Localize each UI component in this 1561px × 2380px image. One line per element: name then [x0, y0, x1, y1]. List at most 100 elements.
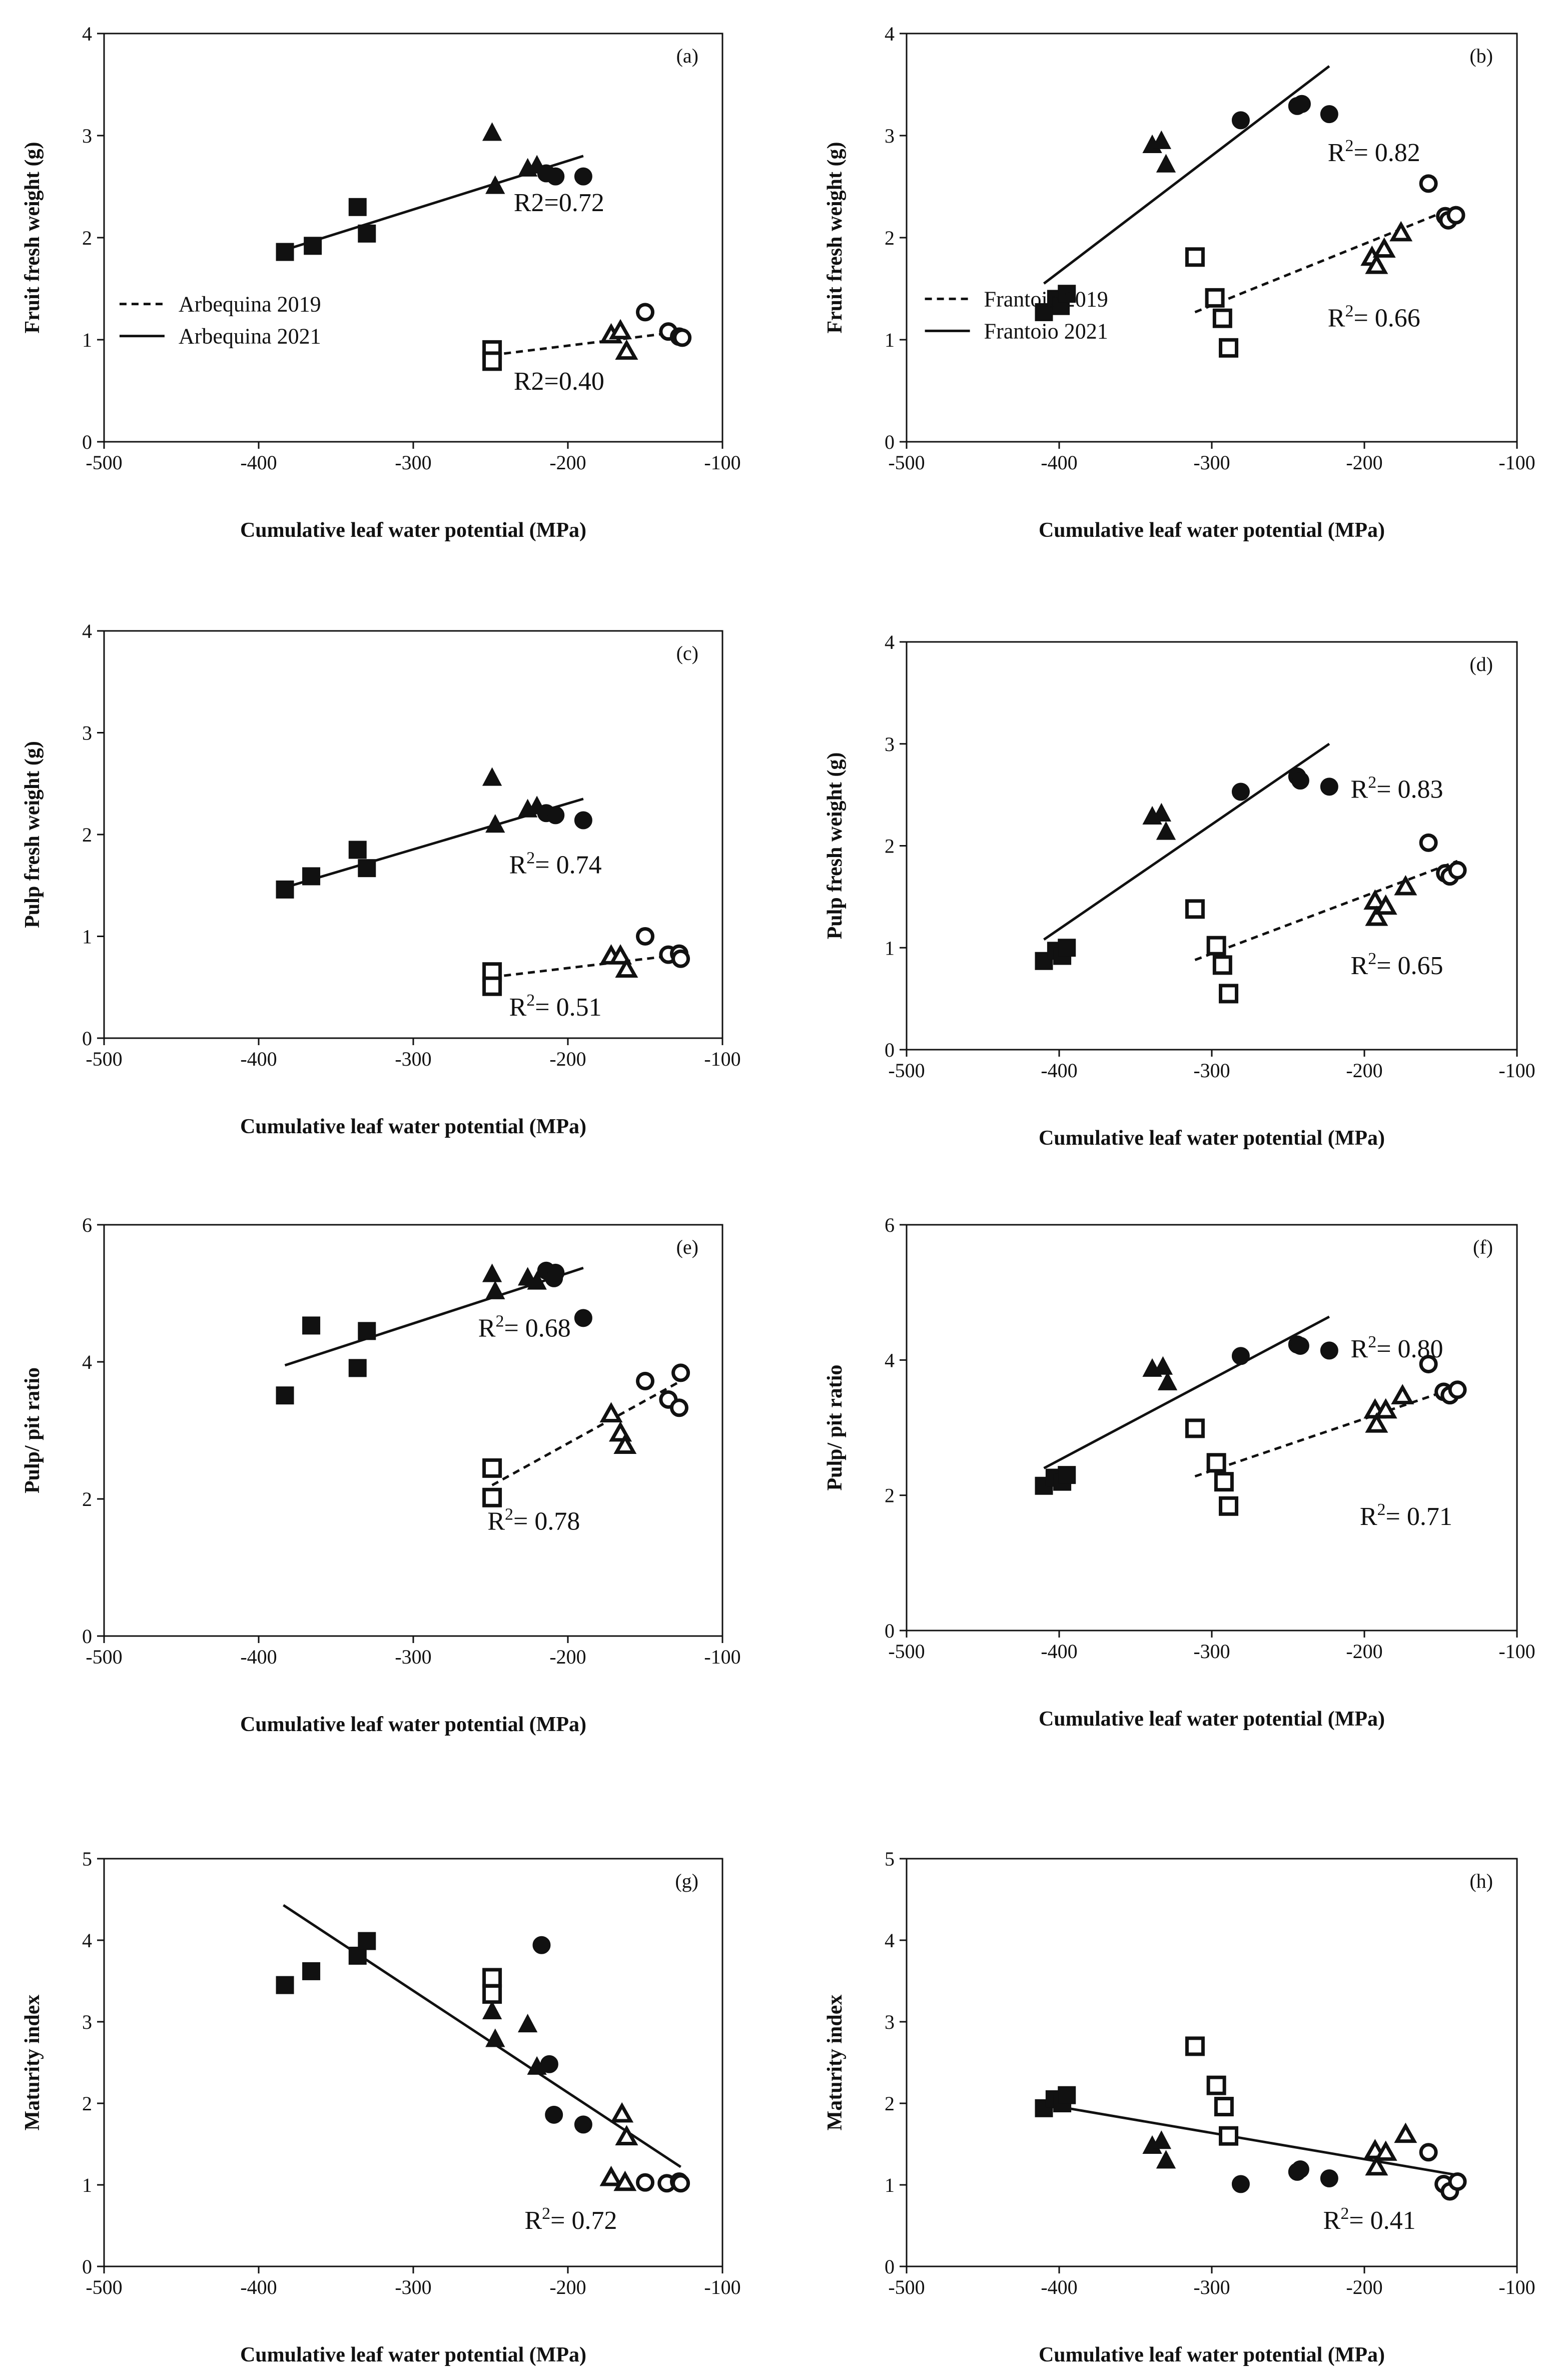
- data-point-filled-square: [304, 237, 322, 255]
- x-tick-label: -300: [395, 451, 431, 474]
- y-tick-label: 4: [82, 620, 92, 642]
- data-point-filled-triangle: [527, 1271, 547, 1290]
- y-tick-label: 2: [885, 835, 895, 858]
- data-point-open-square: [1185, 1418, 1205, 1438]
- data-point-filled-square: [358, 224, 376, 243]
- panel-label: (b): [1469, 45, 1493, 67]
- y-tick-label: 2: [885, 2092, 895, 2115]
- data-point-filled-circle: [1231, 782, 1250, 801]
- r-squared-label: R2= 0.80: [1351, 1333, 1443, 1363]
- data-point-filled-circle: [1291, 2160, 1309, 2179]
- y-axis-title: Fruit fresh weight (g): [824, 142, 847, 334]
- data-point-open-triangle: [1365, 1412, 1388, 1433]
- data-point-filled-circle: [1231, 1347, 1250, 1365]
- data-point-filled-circle: [546, 806, 565, 825]
- data-point-open-circle: [636, 927, 654, 946]
- data-point-open-square: [482, 1984, 502, 2004]
- x-tick-label: -200: [549, 1048, 586, 1070]
- x-tick-label: -500: [888, 2276, 925, 2298]
- x-tick-label: -300: [1193, 1059, 1230, 1082]
- data-point-filled-square: [348, 1946, 367, 1965]
- data-point-filled-triangle: [1156, 154, 1176, 173]
- data-point-open-square: [1185, 247, 1205, 267]
- x-tick-label: -400: [240, 1646, 277, 1668]
- r-squared-label: R2= 0.66: [1328, 302, 1420, 332]
- fit-line-dashed: [492, 330, 682, 357]
- data-point-open-triangle: [1372, 237, 1396, 258]
- y-tick-label: 3: [82, 125, 92, 147]
- data-point-filled-circle: [1320, 105, 1338, 124]
- legend: Arbequina 2019 Arbequina 2021: [119, 292, 321, 349]
- x-tick-label: -300: [1193, 451, 1230, 474]
- y-axis-title: Pulp/ pit ratio: [21, 1367, 44, 1493]
- data-point-open-square: [1219, 1496, 1239, 1516]
- data-point-open-square: [1185, 899, 1205, 919]
- data-point-open-circle: [1448, 2172, 1467, 2191]
- x-tick-label: -100: [704, 1048, 740, 1070]
- panel-g: -500 -400 -300 -200 -100 0 1 2 3 4 5 Cumulative lea…: [21, 1848, 741, 2366]
- legend-label: Frantoio 2019: [984, 287, 1108, 311]
- data-point-open-square: [482, 1968, 502, 1988]
- data-point-open-circle: [636, 1371, 654, 1390]
- fit-line-dashed: [1194, 1386, 1458, 1478]
- data-point-open-circle: [1419, 2143, 1438, 2162]
- x-axis-title: Cumulative leaf water potential (MPa): [240, 1115, 586, 1138]
- data-point-filled-triangle: [1151, 803, 1172, 822]
- panel-e: -500 -400 -300 -200 -100 0 2 4 6 Cumulative leaf …: [21, 1214, 741, 1736]
- x-tick-label: -500: [86, 451, 122, 474]
- data-point-filled-square: [1058, 1466, 1076, 1484]
- x-axis-title: Cumulative leaf water potential (MPa): [1039, 1127, 1385, 1150]
- data-point-open-triangle: [599, 1402, 623, 1422]
- panel-d: -500 -400 -300 -200 -100 0 1 2 3 4 Cumulative leaf…: [824, 631, 1535, 1150]
- y-tick-label: 4: [885, 1929, 895, 1952]
- x-tick-label: -200: [549, 1646, 586, 1668]
- data-point-open-triangle: [1374, 1398, 1397, 1419]
- r-squared-label: R2= 0.68: [478, 1312, 571, 1342]
- x-tick-label: -400: [240, 2276, 277, 2298]
- r-squared-label: R2= 0.78: [487, 1505, 580, 1536]
- data-point-filled-triangle: [482, 1263, 502, 1282]
- y-tick-label: 5: [885, 1848, 895, 1870]
- panel-label: (f): [1473, 1236, 1493, 1258]
- data-point-open-circle: [1448, 861, 1467, 880]
- legend-label: Arbequina 2021: [179, 324, 321, 349]
- r-squared-label: R2= 0.72: [524, 2204, 617, 2235]
- data-point-filled-circle: [545, 2105, 563, 2124]
- data-point-filled-square: [276, 1976, 294, 1994]
- data-point-filled-circle: [1320, 1341, 1338, 1360]
- panel-h: -500 -400 -300 -200 -100 0 1 2 3 4 5 Cumulative lea…: [824, 1848, 1535, 2366]
- data-point-filled-circle: [1320, 777, 1338, 796]
- data-point-open-triangle: [609, 944, 632, 965]
- y-tick-label: 1: [885, 2174, 895, 2196]
- y-tick-label: 0: [82, 1027, 92, 1050]
- data-point-filled-circle: [574, 167, 592, 186]
- x-tick-label: -500: [86, 1048, 122, 1070]
- y-tick-label: 6: [885, 1214, 895, 1236]
- y-tick-label: 0: [82, 2255, 92, 2278]
- data-point-open-triangle: [1365, 2155, 1388, 2176]
- data-point-open-triangle: [1394, 2122, 1417, 2143]
- y-tick-label: 6: [82, 1214, 92, 1236]
- data-point-filled-circle: [1320, 2169, 1338, 2187]
- data-point-open-triangle: [615, 957, 638, 978]
- data-point-filled-square: [302, 1962, 321, 1980]
- y-tick-label: 3: [885, 733, 895, 755]
- x-tick-label: -200: [549, 2276, 586, 2298]
- data-point-open-circle: [1419, 1354, 1438, 1373]
- x-tick-label: -100: [704, 451, 740, 474]
- x-axis-title: Cumulative leaf water potential (MPa): [1039, 1708, 1385, 1731]
- x-tick-label: -300: [1193, 1640, 1230, 1663]
- y-tick-label: 4: [885, 631, 895, 653]
- y-axis-title: Pulp fresh weight (g): [21, 741, 44, 928]
- r-squared-label: R2= 0.41: [1323, 2204, 1416, 2235]
- data-point-open-circle: [1419, 833, 1438, 852]
- data-point-filled-square: [302, 867, 321, 886]
- fit-line-solid: [1043, 742, 1330, 941]
- data-point-open-triangle: [1365, 906, 1388, 926]
- r-squared-label: R2=0.40: [514, 367, 604, 396]
- data-point-open-triangle: [1374, 2140, 1397, 2161]
- x-tick-label: -400: [1041, 1640, 1077, 1663]
- data-point-filled-circle: [1231, 111, 1250, 130]
- y-tick-label: 1: [82, 329, 92, 351]
- data-point-filled-square: [358, 1932, 376, 1950]
